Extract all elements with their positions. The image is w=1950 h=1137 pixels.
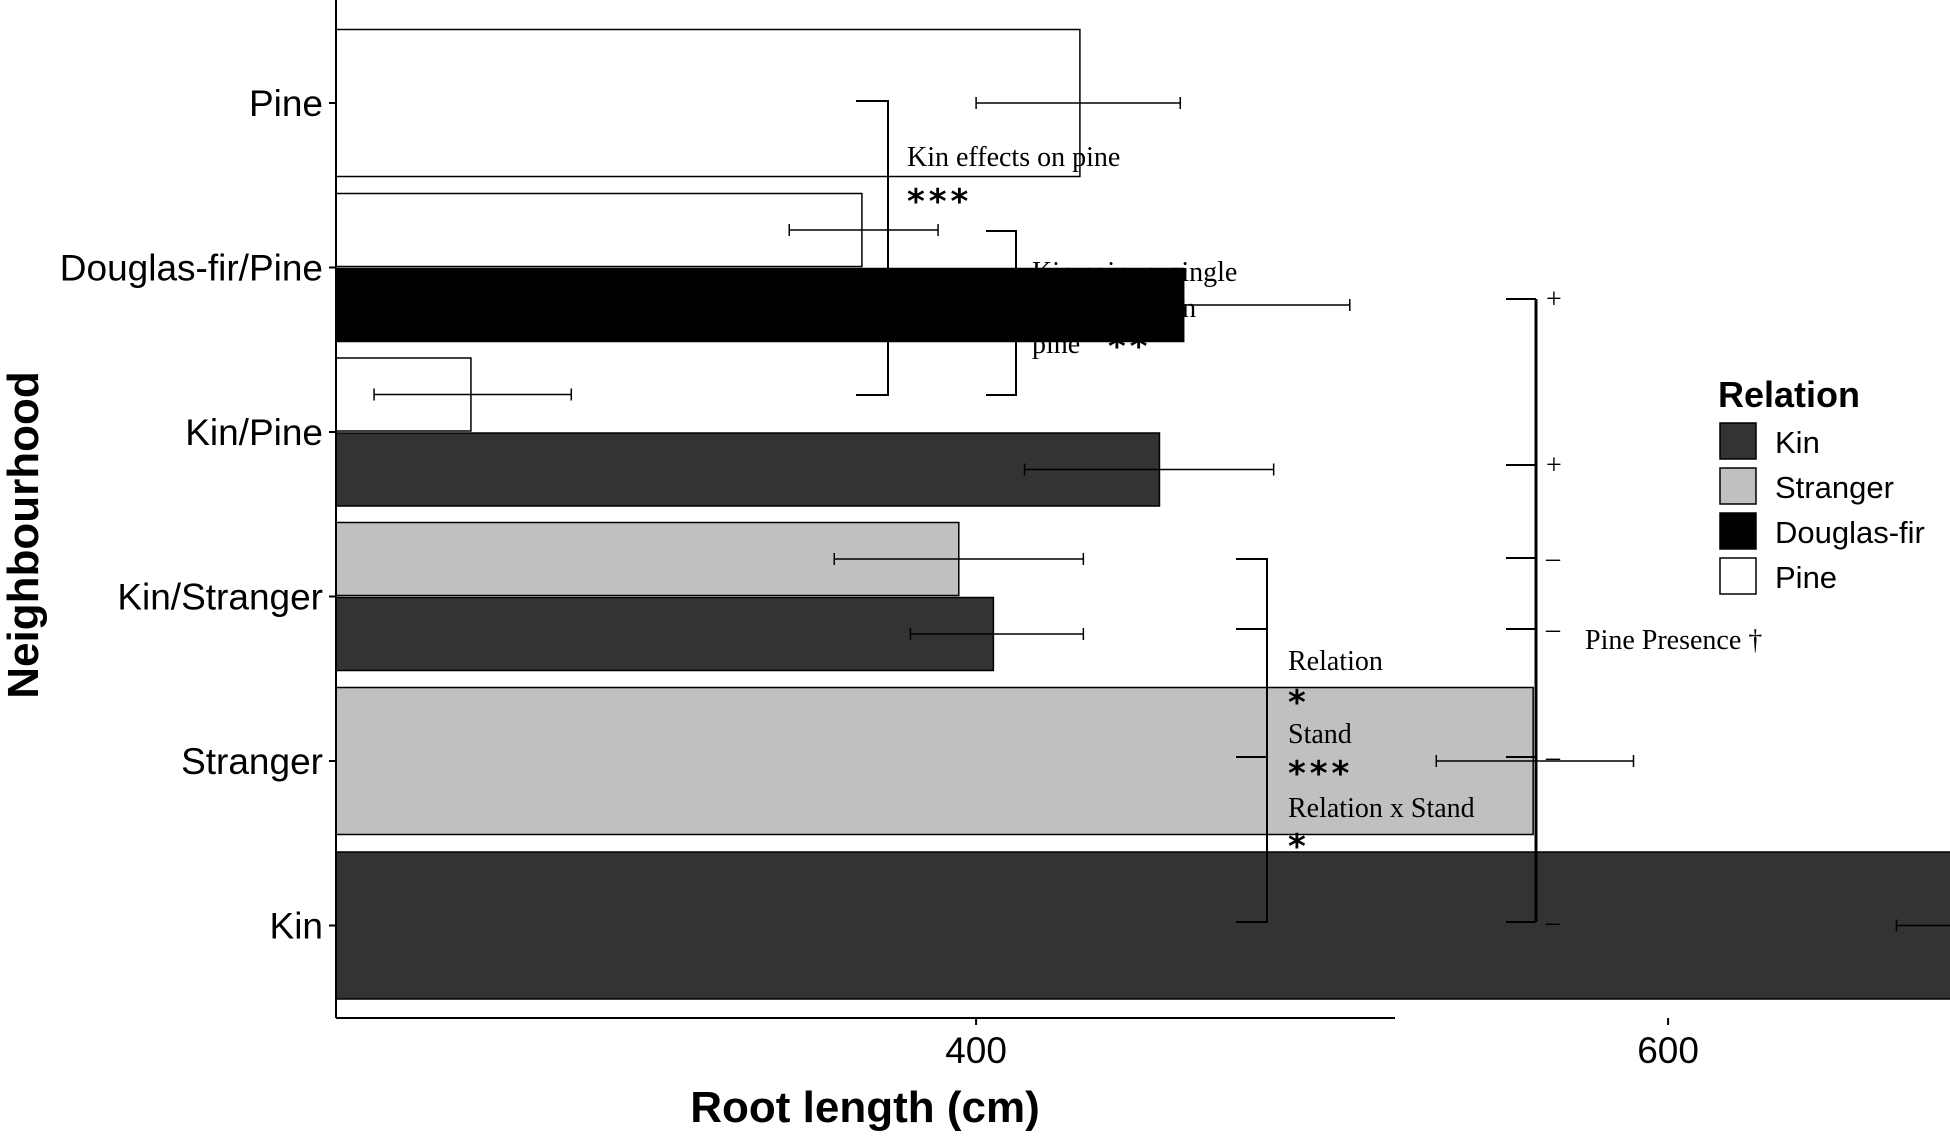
pine-presence-mark-3: – — [1545, 543, 1561, 574]
error-bar-kin-pine-pine — [373, 388, 573, 401]
legend-label-kin: Kin — [1775, 425, 1820, 460]
bracket-kin-pair — [986, 230, 1017, 396]
pine-presence-label: Pine Presence † — [1585, 625, 1762, 656]
x-ticks-layer: 400600800 — [945, 1018, 1699, 1071]
error-bar-douglas-fir-pine-pine — [788, 224, 939, 236]
kin-pair-line3: pine — [1032, 329, 1080, 360]
bracket-kin-effects — [856, 100, 889, 396]
legend-item-stranger: Stranger — [1719, 467, 1894, 505]
bar-kin-pine-kin — [335, 432, 1161, 507]
bars-layer — [335, 28, 1950, 1000]
bracket-relation-stand — [1236, 558, 1268, 923]
error-bar-douglas-fir-pine-douglas-fir — [1182, 299, 1351, 311]
pine-presence-mark-2: + — [1546, 450, 1562, 481]
y-tick-label-stranger: Stranger — [181, 741, 323, 782]
error-bar-kin-stranger-kin — [909, 628, 1085, 640]
legend-label-douglas-fir: Douglas-fir — [1775, 515, 1925, 550]
error-bar-kin-pine-kin — [1023, 463, 1275, 476]
kin-pair-line2: Douglas-fir on — [1032, 293, 1196, 324]
legend-item-pine: Pine — [1719, 557, 1837, 595]
legend-swatch-stranger — [1719, 467, 1757, 505]
y-axis-title: Neighbourhood — [0, 371, 48, 699]
pine-presence-mark-6: – — [1545, 907, 1561, 938]
legend-swatch-pine — [1719, 557, 1757, 595]
y-tick-label-kin: Kin — [270, 906, 323, 947]
legend-entries: Kin Stranger Douglas-fir Pine — [1719, 422, 1925, 595]
pine-presence-mark-4: – — [1545, 614, 1561, 645]
bar-kin-kin — [335, 851, 1950, 1000]
annotation-relation-stand: Relation * Stand *** Relation x Stand * — [1236, 558, 1475, 923]
error-bar-kin-stranger-stranger — [833, 553, 1085, 565]
y-ticks-layer: Pine Douglas-fir/Pine Kin/Pine Kin/Stranger… — [60, 83, 336, 947]
kin-effects-label: Kin effects on pine — [907, 142, 1120, 173]
bar-pine-pine — [335, 28, 1081, 178]
bar-kin-stranger-kin — [335, 596, 995, 672]
annotation-kin-effects: Kin effects on pine *** — [856, 100, 1120, 396]
error-bar-kin-kin — [1895, 919, 1950, 932]
relation-label: Relation — [1288, 646, 1383, 677]
legend: Relation Kin Stranger Douglas-fir Pine — [1718, 374, 1925, 595]
annotation-kin-pair: Kin pair vs. single Douglas-fir on pine … — [986, 230, 1237, 396]
bar-douglas-fir-pine-douglas-fir — [335, 267, 1185, 343]
legend-label-pine: Pine — [1775, 560, 1837, 595]
legend-item-kin: Kin — [1719, 422, 1820, 460]
legend-item-douglas-fir: Douglas-fir — [1719, 512, 1925, 550]
relation-stars: * — [1288, 683, 1306, 723]
y-tick-label-kin-stranger: Kin/Stranger — [117, 577, 323, 618]
pine-presence-mark-5: – — [1545, 742, 1561, 773]
kin-pair-line1: Kin pair vs. single — [1032, 257, 1237, 288]
y-tick-label-douglas-fir-pine: Douglas-fir/Pine — [60, 248, 323, 289]
y-tick-label-kin-pine: Kin/Pine — [185, 412, 323, 453]
legend-label-stranger: Stranger — [1775, 470, 1894, 505]
x-tick-label-400: 400 — [945, 1030, 1007, 1071]
error-bar-pine-pine — [975, 97, 1181, 109]
x-tick-label-600: 600 — [1637, 1030, 1699, 1071]
interaction-label: Relation x Stand — [1288, 793, 1475, 824]
stand-stars: *** — [1288, 754, 1353, 794]
interaction-stars: * — [1288, 827, 1306, 867]
legend-swatch-douglas-fir — [1719, 512, 1757, 550]
annotation-pine-presence: Pine Presence † + + – – – – — [1506, 284, 1762, 938]
kin-pair-stars: ** — [1108, 327, 1152, 367]
y-tick-label-pine: Pine — [249, 83, 323, 124]
x-axis-title: Root length (cm) — [690, 1083, 1040, 1132]
pine-presence-mark-1: + — [1546, 284, 1562, 315]
kin-effects-stars: *** — [907, 182, 972, 222]
bar-stranger-stranger — [335, 686, 1534, 836]
legend-swatch-kin — [1719, 422, 1757, 460]
stand-label: Stand — [1288, 719, 1352, 750]
bar-douglas-fir-pine-pine — [335, 192, 863, 268]
legend-title: Relation — [1718, 374, 1860, 415]
